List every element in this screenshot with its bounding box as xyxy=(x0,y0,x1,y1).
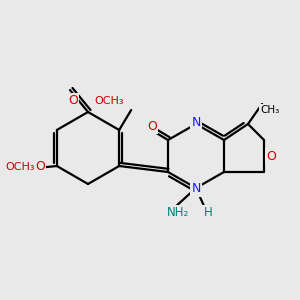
Text: H: H xyxy=(204,206,212,220)
Text: O: O xyxy=(266,149,276,163)
Text: N: N xyxy=(191,182,201,196)
Text: N: N xyxy=(191,116,201,130)
Text: O: O xyxy=(147,119,157,133)
Text: OCH₃: OCH₃ xyxy=(5,162,35,172)
Text: OCH₃: OCH₃ xyxy=(94,96,124,106)
Text: O: O xyxy=(35,160,45,172)
Text: O: O xyxy=(68,94,78,107)
Text: NH₂: NH₂ xyxy=(167,206,189,220)
Text: CH₃: CH₃ xyxy=(260,105,280,115)
